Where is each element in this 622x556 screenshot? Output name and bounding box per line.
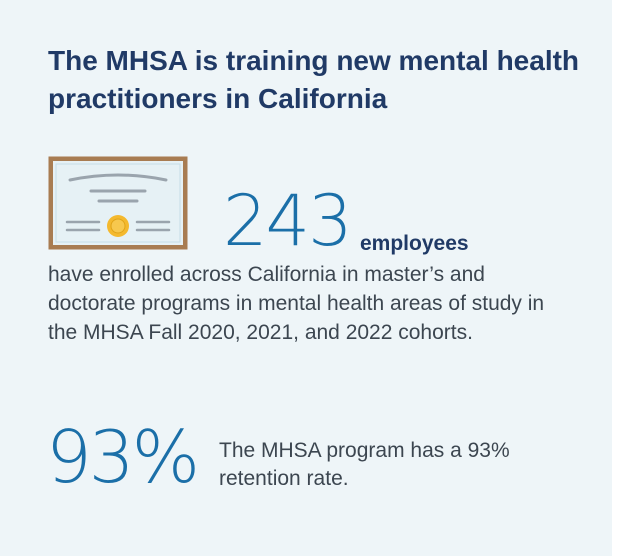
retention-description: The MHSA program has a 93% retention rat… xyxy=(219,439,510,490)
enrolled-count: 243 xyxy=(223,180,353,262)
retention-rate: 93% xyxy=(46,415,200,499)
enrollment-description: have enrolled across California in maste… xyxy=(48,263,545,344)
certificate-icon xyxy=(48,156,188,250)
page-title: The MHSA is training new mental health p… xyxy=(48,45,580,114)
enrolled-count-unit: employees xyxy=(360,232,469,255)
